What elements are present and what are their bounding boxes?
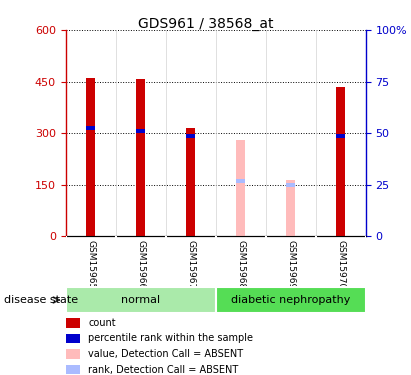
Text: GSM15968: GSM15968 [236,240,245,290]
Bar [66,349,80,359]
Text: normal: normal [121,295,160,305]
Bar [136,129,145,133]
Text: GDS961 / 38568_at: GDS961 / 38568_at [138,17,273,31]
Bar [66,365,80,374]
Text: value, Detection Call = ABSENT: value, Detection Call = ABSENT [88,349,243,359]
Bar [66,334,80,343]
Text: rank, Detection Call = ABSENT: rank, Detection Call = ABSENT [88,364,238,375]
Bar [216,287,366,313]
Bar [236,140,245,236]
Text: percentile rank within the sample: percentile rank within the sample [88,333,253,344]
Text: count: count [88,318,116,328]
Bar [286,183,295,188]
Text: diabetic nephropathy: diabetic nephropathy [231,295,351,305]
Text: GSM15966: GSM15966 [136,240,145,290]
Bar [186,134,195,138]
Text: GSM15969: GSM15969 [286,240,295,290]
Bar [336,87,345,236]
Text: GSM15967: GSM15967 [186,240,195,290]
Bar [66,318,80,328]
Text: GSM15970: GSM15970 [336,240,345,290]
Bar [136,79,145,236]
Bar [86,126,95,130]
Bar [86,78,95,236]
Text: disease state: disease state [4,295,78,305]
Bar [336,134,345,138]
Bar [66,287,216,313]
Bar [286,180,295,236]
Text: GSM15965: GSM15965 [86,240,95,290]
Bar [186,128,195,236]
Bar [236,178,245,183]
